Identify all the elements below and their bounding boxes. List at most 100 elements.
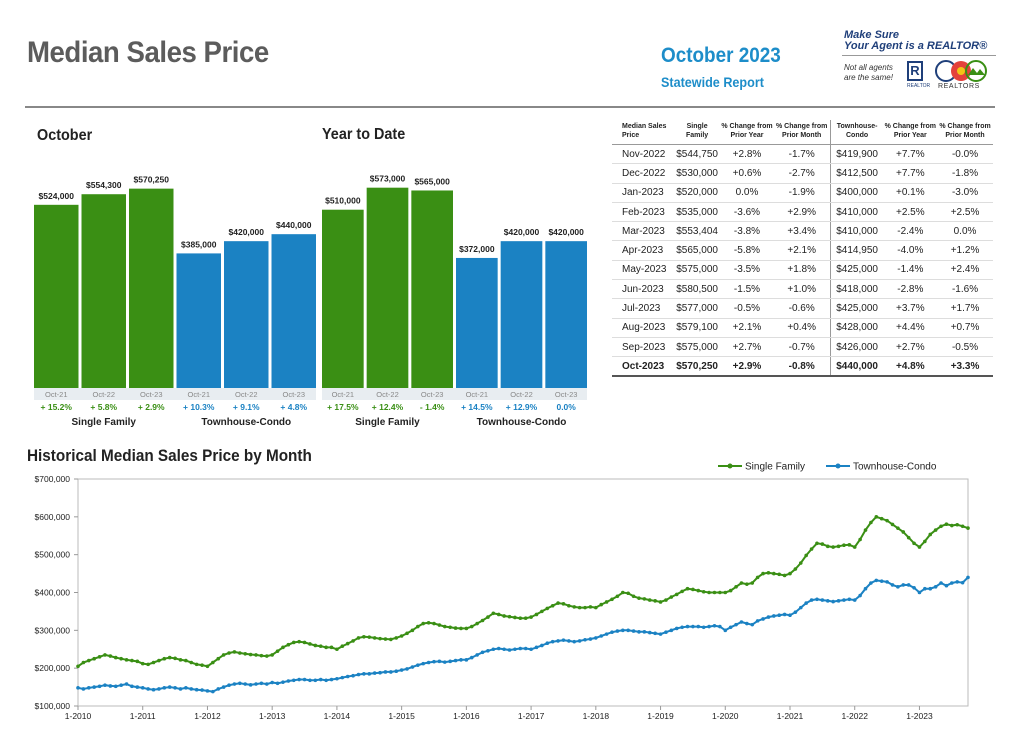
table-cell: Nov-2022 [612, 144, 674, 165]
table-row: May-2023 $575,000 -3.5% +1.8% $425,000 -1.4% +… [612, 260, 993, 281]
series-point [194, 662, 199, 667]
series-point [583, 637, 587, 642]
category-label: Oct-23 [421, 390, 444, 399]
table-cell: $428,000 [830, 318, 884, 338]
series-point [658, 600, 663, 604]
realtor-logo: Make Sure Your Agent is a REALTOR® Not a… [838, 27, 998, 95]
series-point [761, 617, 765, 621]
x-tick-label: 1-2018 [583, 711, 610, 721]
bar [456, 257, 498, 388]
series-point [680, 589, 684, 594]
y-tick-label: $700,000 [35, 474, 71, 484]
bar [34, 204, 79, 388]
series-point [869, 520, 873, 525]
series-point [901, 583, 906, 587]
series-point [86, 686, 91, 690]
table-cell: $425,000 [830, 298, 884, 319]
table-cell: -0.5% [937, 337, 993, 358]
series-point [421, 661, 426, 666]
series-point [701, 625, 706, 630]
series-point [167, 685, 172, 689]
table-cell: May-2023 [612, 260, 674, 281]
table-cell: $570,250 [674, 356, 721, 378]
series-point [313, 643, 318, 648]
logo-tagline-2: Your Agent is a REALTOR® [844, 40, 988, 52]
series-point [944, 522, 949, 527]
series-point [416, 663, 420, 667]
table-row: Sep-2023 $575,000 +2.7% -0.7% $426,000 +2.7% -… [612, 337, 993, 358]
series-point [189, 660, 194, 665]
table-cell: +7.7% [883, 163, 938, 184]
series-point [928, 532, 933, 537]
bar-value-label: $420,000 [229, 227, 265, 237]
category-label: Oct-21 [466, 390, 489, 399]
table-cell: $414,950 [830, 240, 884, 261]
series-point [308, 642, 312, 646]
series-point [874, 578, 879, 583]
y-tick-label: $300,000 [35, 625, 71, 635]
series-point [335, 647, 339, 652]
bar-value-label: $420,000 [548, 227, 584, 237]
series-point [367, 635, 372, 639]
series-point [766, 571, 771, 575]
series-point [950, 581, 954, 585]
series-point [502, 647, 506, 652]
series-point [809, 547, 814, 551]
series-point [923, 539, 927, 544]
series-point [685, 586, 690, 591]
table-cell: Jan-2023 [612, 183, 674, 203]
y-tick-label: $600,000 [35, 512, 71, 522]
series-point [836, 544, 841, 549]
table-cell: $579,100 [674, 318, 721, 338]
table-cell: $410,000 [830, 221, 884, 242]
series-point [620, 628, 625, 633]
series-point [405, 667, 409, 671]
series-point [264, 682, 269, 686]
table-cell: +0.6% [720, 163, 774, 184]
series-point [933, 585, 938, 589]
table-cell: -0.0% [937, 144, 993, 165]
category-label: Oct-22 [510, 390, 533, 399]
series-point [81, 660, 86, 665]
x-tick-label: 1-2021 [777, 711, 804, 721]
table-body: Nov-2022 $544,750 +2.8% -1.7% $419,900 +7.7% -… [612, 144, 993, 378]
series-point [637, 630, 641, 634]
series-point [372, 636, 377, 640]
series-point [518, 646, 523, 651]
series-point [173, 656, 177, 661]
series-point [189, 687, 194, 691]
series-point [545, 606, 550, 611]
bar [176, 253, 221, 388]
series-point [426, 620, 431, 625]
series-point [335, 676, 339, 681]
series-point [863, 528, 868, 532]
series-point [453, 658, 458, 663]
series-point [211, 660, 215, 665]
series-point [745, 582, 749, 586]
table-cell: -0.7% [773, 337, 831, 358]
series-point [712, 590, 717, 595]
series-point [318, 677, 323, 682]
series-point [718, 624, 722, 629]
series-line [77, 576, 969, 693]
series-point [594, 636, 598, 640]
series-point [178, 658, 183, 662]
series-point [960, 524, 965, 529]
series-point [92, 685, 96, 689]
series-point [254, 682, 258, 686]
series-point [135, 685, 140, 689]
series-point [410, 628, 415, 633]
table-cell: Oct-2023 [612, 356, 674, 378]
series-point [421, 621, 426, 626]
series-point [475, 621, 479, 626]
series-point [184, 686, 188, 690]
series-point [378, 636, 382, 641]
series-point [815, 597, 819, 602]
x-tick-label: 1-2012 [194, 711, 221, 721]
series-point [432, 621, 436, 626]
column-header: % Change from Prior Month [937, 120, 993, 145]
series-point [933, 528, 938, 532]
series-point [631, 629, 636, 633]
series-point [529, 615, 533, 619]
series-point [318, 644, 323, 649]
